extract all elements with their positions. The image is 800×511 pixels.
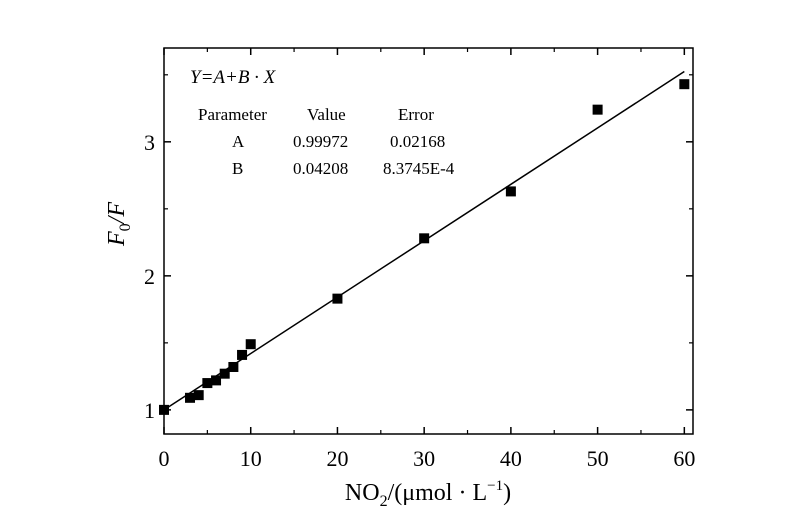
annotation-header-parameter: Parameter	[198, 105, 267, 124]
x-tick-label: 50	[587, 446, 609, 471]
x-tick-label: 0	[159, 446, 170, 471]
data-point	[592, 104, 603, 115]
x-axis-title-close: )	[503, 480, 511, 506]
annotation-row-b-name: B	[232, 159, 243, 178]
tick-labels: 0 10 20 30 40 50 60 1 2 3	[144, 130, 695, 471]
x-tick-label: 40	[500, 446, 522, 471]
y-axis-title: F0/F	[104, 202, 134, 247]
y-axis-title-rest: /F	[104, 202, 130, 226]
annotation-header-error: Error	[398, 105, 434, 124]
data-point	[193, 390, 204, 401]
data-point	[211, 375, 222, 386]
x-axis-title-main: NO	[345, 480, 380, 506]
annotation-row-b-error: 8.3745E-4	[383, 159, 455, 178]
y-tick-label: 2	[144, 264, 155, 289]
x-tick-label: 20	[326, 446, 348, 471]
x-tick-label: 60	[673, 446, 695, 471]
data-point	[679, 79, 690, 90]
y-tick-label: 3	[144, 130, 155, 155]
y-axis-title-main: F	[104, 231, 130, 247]
annotation-row-a-name: A	[232, 132, 245, 151]
data-point	[228, 361, 239, 372]
annotation-row-b-value: 0.04208	[293, 159, 348, 178]
data-point	[245, 339, 256, 350]
x-axis-title-rest: /(μmol · L	[388, 480, 488, 506]
x-axis-title-sub: 2	[380, 493, 388, 510]
x-axis-title: NO2/(μmol · L−1)	[345, 478, 511, 510]
data-point	[505, 186, 516, 197]
axis-ticks	[163, 48, 693, 434]
x-axis-title-sup: −1	[487, 478, 503, 494]
data-point	[419, 233, 430, 244]
data-point	[219, 368, 230, 379]
data-point	[185, 392, 196, 403]
data-points	[159, 79, 690, 415]
annotation-row-a-value: 0.99972	[293, 132, 348, 151]
plot-frame	[163, 47, 694, 435]
x-tick-label: 30	[413, 446, 435, 471]
data-point	[159, 404, 169, 415]
fit-equation: Y=A+B · X	[190, 67, 277, 88]
x-tick-label: 10	[240, 446, 262, 471]
data-point	[332, 293, 343, 304]
y-axis-title-sub: 0	[117, 223, 134, 231]
data-point	[237, 349, 248, 360]
y-tick-label: 1	[144, 398, 155, 423]
annotation-row-a-error: 0.02168	[390, 132, 445, 151]
data-point	[202, 378, 213, 389]
annotation-header-value: Value	[307, 105, 346, 124]
